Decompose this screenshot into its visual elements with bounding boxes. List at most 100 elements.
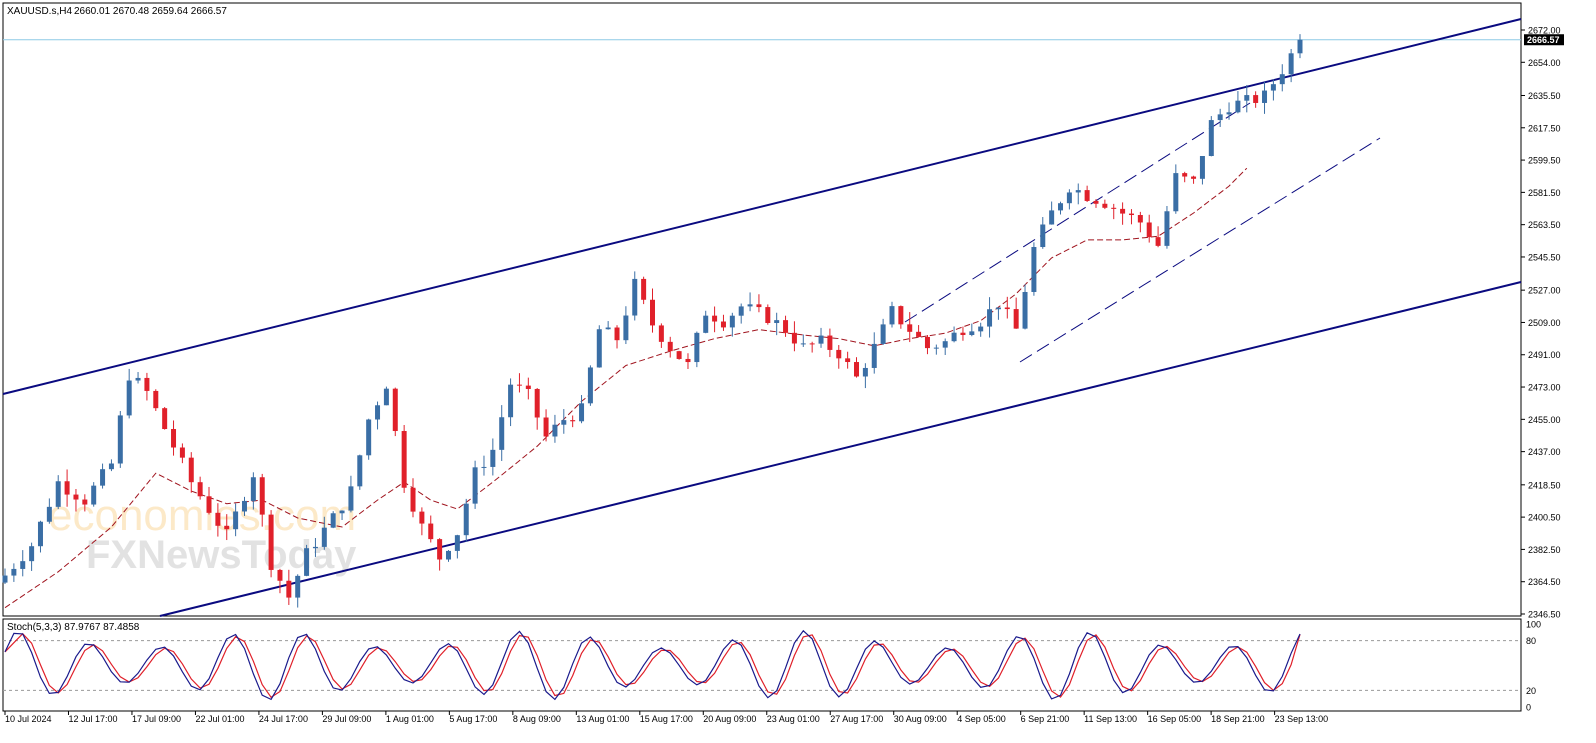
candle-body bbox=[357, 455, 363, 487]
candle-body bbox=[561, 420, 567, 425]
candle-body bbox=[1022, 291, 1028, 329]
price-tick-label: 2563.50 bbox=[1528, 220, 1561, 230]
candle-body bbox=[1066, 192, 1072, 204]
candle-body bbox=[845, 358, 851, 363]
candle-body bbox=[1137, 215, 1143, 223]
candle-body bbox=[543, 417, 549, 437]
price-tick-label: 2672.00 bbox=[1528, 26, 1561, 36]
lower-channel-line bbox=[159, 281, 1522, 617]
stoch-panel-frame bbox=[2, 618, 1522, 712]
candle-body bbox=[880, 324, 886, 344]
time-tick-label: 5 Aug 17:00 bbox=[449, 714, 497, 724]
candle-body bbox=[1049, 210, 1055, 225]
candle-body bbox=[694, 332, 700, 363]
candle-body bbox=[339, 510, 345, 514]
candle-body bbox=[401, 431, 407, 488]
candle-body bbox=[1191, 176, 1197, 179]
candle-body bbox=[685, 358, 691, 363]
price-tick-label: 2382.50 bbox=[1528, 545, 1561, 555]
candle-body bbox=[171, 429, 177, 448]
candle-body bbox=[525, 385, 531, 389]
candle-body bbox=[295, 575, 301, 598]
candle-body bbox=[703, 315, 709, 333]
candle-body bbox=[632, 278, 638, 316]
chart-header-symbol: XAUUSD.s,H4 bbox=[7, 6, 72, 17]
price-tick-label: 2400.50 bbox=[1528, 513, 1561, 523]
candle-body bbox=[765, 307, 771, 324]
time-tick-label: 12 Jul 17:00 bbox=[68, 714, 117, 724]
candle-body bbox=[1208, 120, 1214, 157]
moving-average-path bbox=[4, 167, 1248, 609]
candle-body bbox=[419, 511, 425, 524]
candle-body bbox=[179, 447, 185, 458]
candle-body bbox=[259, 477, 265, 515]
price-tick-label: 2509.00 bbox=[1528, 318, 1561, 328]
candle-body bbox=[729, 315, 735, 328]
candle-body bbox=[836, 349, 842, 359]
candle-body bbox=[650, 299, 655, 326]
candle-body bbox=[1031, 247, 1037, 292]
price-tag-label: 2666.57 bbox=[1527, 35, 1560, 45]
candle-body bbox=[951, 332, 957, 342]
price-tick-label: 2599.50 bbox=[1528, 156, 1561, 166]
time-tick-label: 23 Aug 01:00 bbox=[767, 714, 820, 724]
candle-body bbox=[375, 405, 381, 420]
candle-body bbox=[898, 306, 904, 325]
price-tick-label: 2455.00 bbox=[1528, 415, 1561, 425]
candle-body bbox=[871, 343, 877, 368]
candle-body bbox=[1262, 90, 1268, 103]
candle-body bbox=[570, 420, 576, 422]
candle-body bbox=[933, 347, 939, 349]
price-tick-label: 2346.50 bbox=[1528, 610, 1561, 620]
candle-body bbox=[11, 568, 17, 576]
price-tick-label: 2364.50 bbox=[1528, 577, 1561, 587]
candle-body bbox=[100, 469, 106, 486]
time-tick-label: 10 Jul 2024 bbox=[5, 714, 52, 724]
candle-body bbox=[579, 403, 585, 422]
time-tick-label: 16 Sep 05:00 bbox=[1148, 714, 1202, 724]
candles bbox=[2, 34, 1303, 608]
candle-body bbox=[1120, 208, 1126, 214]
candle-body bbox=[2, 575, 8, 583]
candle-body bbox=[720, 321, 726, 328]
stoch-k-line bbox=[4, 629, 1301, 701]
upper-channel-line bbox=[2, 18, 1522, 395]
candle-body bbox=[499, 417, 505, 450]
watermark-line1: economies.com bbox=[48, 491, 356, 540]
candle-body bbox=[1128, 213, 1134, 216]
time-tick-label: 6 Sep 21:00 bbox=[1021, 714, 1070, 724]
candle-body bbox=[108, 463, 114, 470]
candle-body bbox=[277, 569, 283, 581]
candle-body bbox=[1102, 203, 1108, 208]
time-tick-label: 24 Jul 17:00 bbox=[259, 714, 308, 724]
candle-body bbox=[1111, 207, 1117, 209]
time-tick-label: 18 Sep 21:00 bbox=[1211, 714, 1265, 724]
candle-body bbox=[445, 550, 451, 560]
candle-body bbox=[1058, 203, 1064, 211]
candle-body bbox=[516, 384, 522, 386]
price-tick-label: 2473.00 bbox=[1528, 383, 1561, 393]
price-tick-label: 2654.00 bbox=[1528, 58, 1561, 68]
candle-body bbox=[738, 306, 744, 316]
candle-body bbox=[907, 324, 913, 332]
candle-body bbox=[304, 548, 310, 576]
candle-body bbox=[454, 535, 460, 551]
candle-body bbox=[942, 341, 948, 348]
candle-body bbox=[1288, 53, 1294, 75]
candle-body bbox=[987, 309, 993, 327]
candle-body bbox=[995, 307, 1001, 310]
candle-body bbox=[20, 561, 26, 569]
candle-body bbox=[437, 539, 443, 560]
candle-body bbox=[1226, 112, 1232, 115]
candle-body bbox=[126, 380, 132, 416]
candle-body bbox=[153, 390, 159, 409]
time-axis: 10 Jul 2024 12 Jul 17:00 17 Jul 09:00 22 Ju… bbox=[4, 711, 1328, 724]
candle-body bbox=[268, 514, 274, 570]
price-tag: 2666.57 bbox=[1524, 34, 1564, 46]
candle-body bbox=[791, 332, 797, 344]
candle-body bbox=[64, 481, 70, 495]
candle-body bbox=[29, 546, 35, 562]
candle-body bbox=[428, 523, 434, 540]
candle-body bbox=[854, 362, 860, 377]
